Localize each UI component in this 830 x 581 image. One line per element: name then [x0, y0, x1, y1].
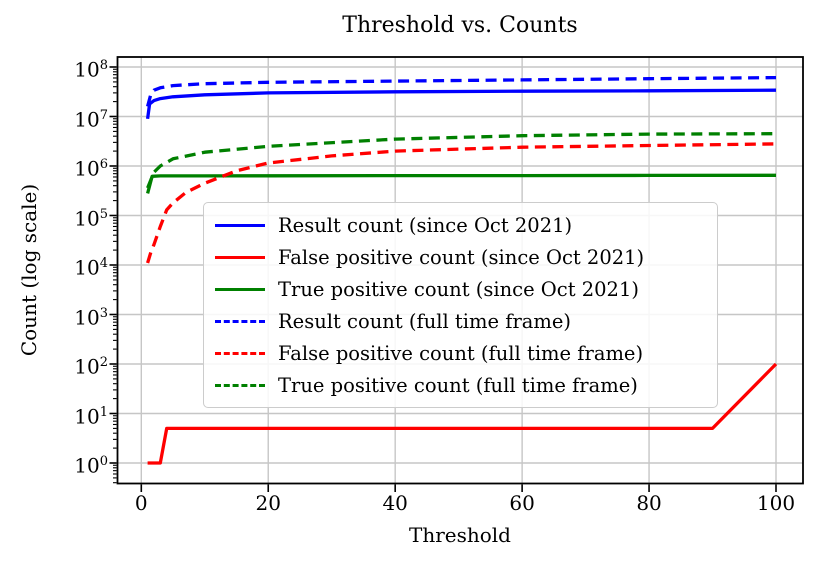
legend-line-sample-dashed: [215, 319, 265, 323]
y-tick-label: 102: [0, 351, 108, 379]
x-tick-label: 100: [756, 491, 796, 515]
axis-ticks: [109, 66, 777, 492]
x-tick-label: 40: [382, 491, 408, 515]
series-line-result-count-full-time-frame: [146, 75, 777, 107]
y-tick-exponent: 0: [99, 454, 108, 469]
series-lines: [145, 75, 778, 465]
y-tick-exponent: 3: [99, 305, 108, 321]
legend-item-false-positive-count-since-oct-2021: False positive count (since Oct 2021): [204, 242, 717, 272]
x-tick-label: 20: [255, 491, 281, 515]
y-tick-label: 108: [0, 54, 108, 82]
y-tick-base: 10: [74, 354, 100, 379]
legend-label: Result count (full time frame): [278, 309, 572, 333]
legend-item-true-positive-count-since-oct-2021: True positive count (since Oct 2021): [204, 274, 717, 304]
y-tick-exponent: 8: [99, 58, 108, 73]
legend-label: True positive count (since Oct 2021): [278, 277, 639, 301]
y-tick-exponent: 4: [99, 256, 108, 271]
legend-item-false-positive-count-full-time-frame: False positive count (full time frame): [204, 338, 717, 368]
y-tick-label: 101: [0, 401, 108, 429]
legend-label: False positive count (since Oct 2021): [278, 245, 645, 269]
legend-label: False positive count (full time frame): [278, 341, 644, 365]
y-tick-exponent: 2: [99, 355, 108, 370]
x-tick-label: 60: [509, 491, 535, 515]
y-tick-base: 10: [74, 156, 100, 181]
y-tick-label: 105: [0, 203, 108, 231]
y-tick-label: 100: [0, 450, 108, 478]
y-tick-base: 10: [74, 57, 100, 82]
x-tick-label: 80: [636, 491, 662, 515]
legend-item-result-count-full-time-frame: Result count (full time frame): [204, 306, 717, 336]
legend-line-sample-solid: [215, 287, 265, 291]
legend-item-result-count-since-oct-2021: Result count (since Oct 2021): [204, 210, 717, 240]
y-tick-exponent: 7: [99, 107, 108, 123]
legend-item-true-positive-count-full-time-frame: True positive count (full time frame): [204, 370, 717, 400]
series-line-false-positive-count-full-time-frame: [146, 142, 777, 264]
x-tick-label: 0: [134, 491, 148, 515]
legend-label: True positive count (full time frame): [278, 373, 638, 397]
legend: Result count (since Oct 2021) False posit…: [203, 202, 718, 408]
legend-line-sample-solid: [215, 223, 265, 227]
y-tick-base: 10: [74, 305, 100, 330]
chart-title: Threshold vs. Counts: [342, 13, 578, 38]
y-tick-label: 107: [0, 104, 108, 132]
series-line-result-count-since-oct-2021: [145, 88, 777, 120]
series-line-true-positive-count-full-time-frame: [146, 132, 777, 189]
x-axis-label: Threshold: [408, 523, 511, 547]
y-tick-base: 10: [74, 255, 100, 280]
y-tick-label: 104: [0, 252, 108, 280]
y-tick-base: 10: [74, 107, 100, 132]
plot-frame: [116, 56, 804, 485]
y-tick-exponent: 6: [99, 157, 108, 172]
y-tick-label: 103: [0, 302, 108, 330]
legend-line-sample-solid: [215, 255, 265, 259]
series-line-true-positive-count-since-oct-2021: [146, 173, 777, 194]
legend-line-sample-dashed: [215, 383, 265, 387]
y-tick-exponent: 1: [99, 404, 108, 420]
legend-label: Result count (since Oct 2021): [278, 213, 573, 237]
y-tick-exponent: 5: [99, 206, 108, 222]
legend-line-sample-dashed: [215, 351, 265, 355]
y-tick-base: 10: [74, 404, 100, 429]
series-line-false-positive-count-since-oct-2021: [147, 362, 778, 465]
y-tick-label: 106: [0, 153, 108, 181]
y-tick-base: 10: [74, 206, 100, 231]
y-tick-base: 10: [74, 453, 100, 478]
